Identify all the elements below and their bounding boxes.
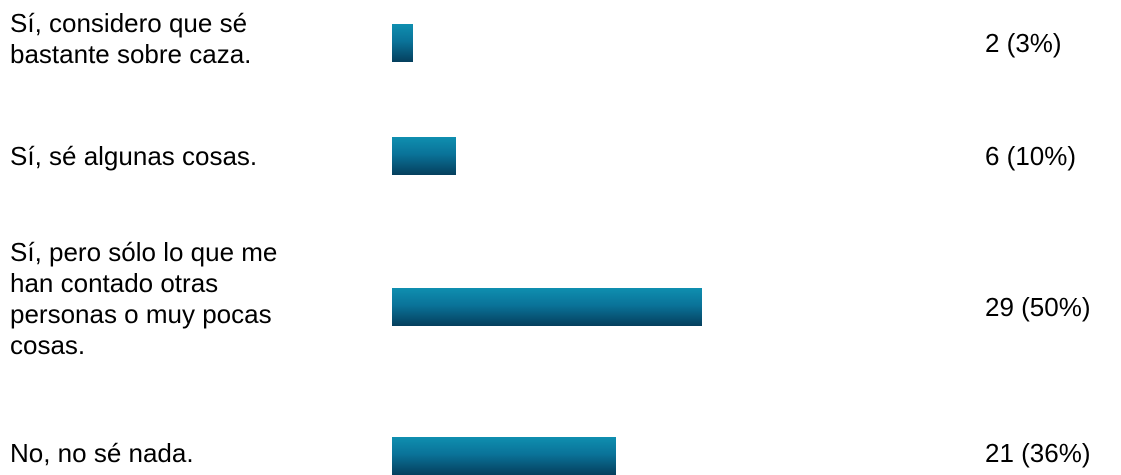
value-label: 29 (50%) bbox=[985, 292, 1091, 322]
category-label: No, no sé nada. bbox=[10, 438, 194, 468]
bar bbox=[392, 437, 616, 475]
bar bbox=[392, 288, 702, 326]
value-label: 2 (3%) bbox=[985, 28, 1062, 58]
value-label: 21 (36%) bbox=[985, 438, 1091, 468]
value-label: 6 (10%) bbox=[985, 141, 1077, 171]
category-label: Sí, sé algunas cosas. bbox=[10, 141, 258, 171]
bar bbox=[392, 137, 456, 175]
bar bbox=[392, 24, 413, 62]
category-label: Sí, considero que sé bastante sobre caza… bbox=[10, 8, 252, 69]
category-label: Sí, pero sólo lo que me han contado otra… bbox=[10, 237, 278, 360]
